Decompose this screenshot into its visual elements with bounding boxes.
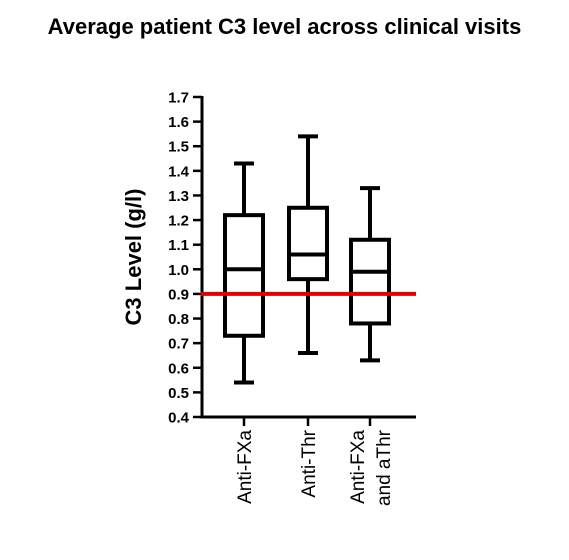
box-iqr — [223, 213, 265, 338]
x-category-label: and aThr — [374, 429, 395, 506]
chart-title: Average patient C3 level across clinical… — [47, 14, 522, 39]
y-tick-label: 1.5 — [168, 139, 189, 156]
y-tick-label: 0.6 — [168, 360, 189, 377]
y-tick-label: 0.5 — [168, 385, 189, 402]
y-tick-label: 1.6 — [168, 114, 189, 131]
y-tick-label: 1.1 — [168, 237, 189, 254]
x-category-label: Anti-Thr — [299, 429, 320, 497]
y-tick-label: 1.7 — [168, 90, 189, 107]
y-axis-title: C3 Level (g/l) — [121, 189, 146, 326]
box-iqr — [287, 205, 329, 282]
y-tick-label: 1.3 — [168, 188, 189, 205]
y-tick-label: 0.4 — [168, 410, 190, 427]
y-tick-label: 1.2 — [168, 213, 189, 230]
y-tick-label: 1.4 — [168, 163, 190, 180]
y-tick-label: 0.8 — [168, 311, 189, 328]
y-tick-label: 1.0 — [168, 262, 189, 279]
x-category-label: Anti-FXa — [235, 430, 256, 504]
x-category-label: Anti-FXa — [348, 430, 369, 504]
box-iqr — [349, 237, 391, 326]
y-tick-label: 0.9 — [168, 286, 189, 303]
y-tick-label: 0.7 — [168, 336, 189, 353]
